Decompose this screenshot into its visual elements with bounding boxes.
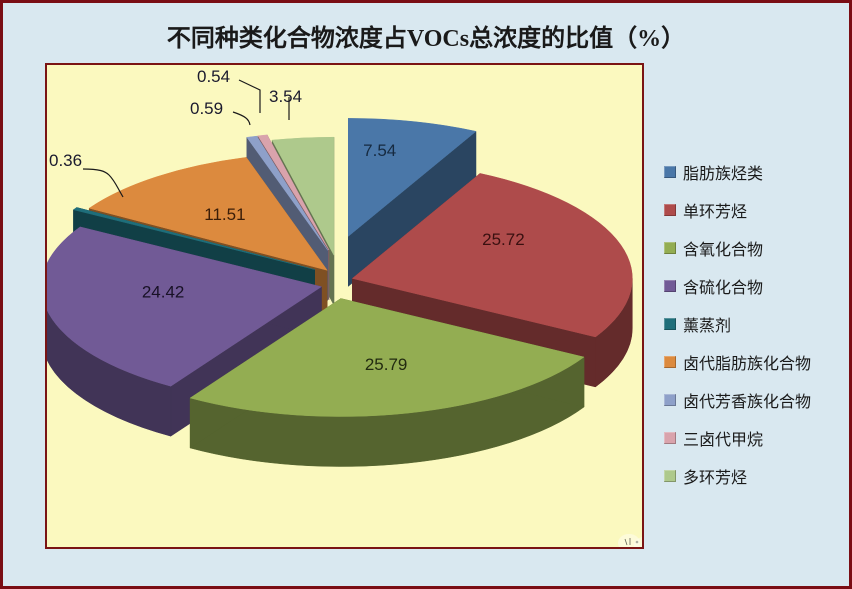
svg-text:24.42: 24.42 — [142, 283, 185, 302]
svg-text:25.79: 25.79 — [365, 355, 408, 374]
svg-text:7.54: 7.54 — [363, 141, 396, 160]
svg-text:25.72: 25.72 — [482, 230, 525, 249]
svg-text:11.51: 11.51 — [204, 205, 245, 224]
